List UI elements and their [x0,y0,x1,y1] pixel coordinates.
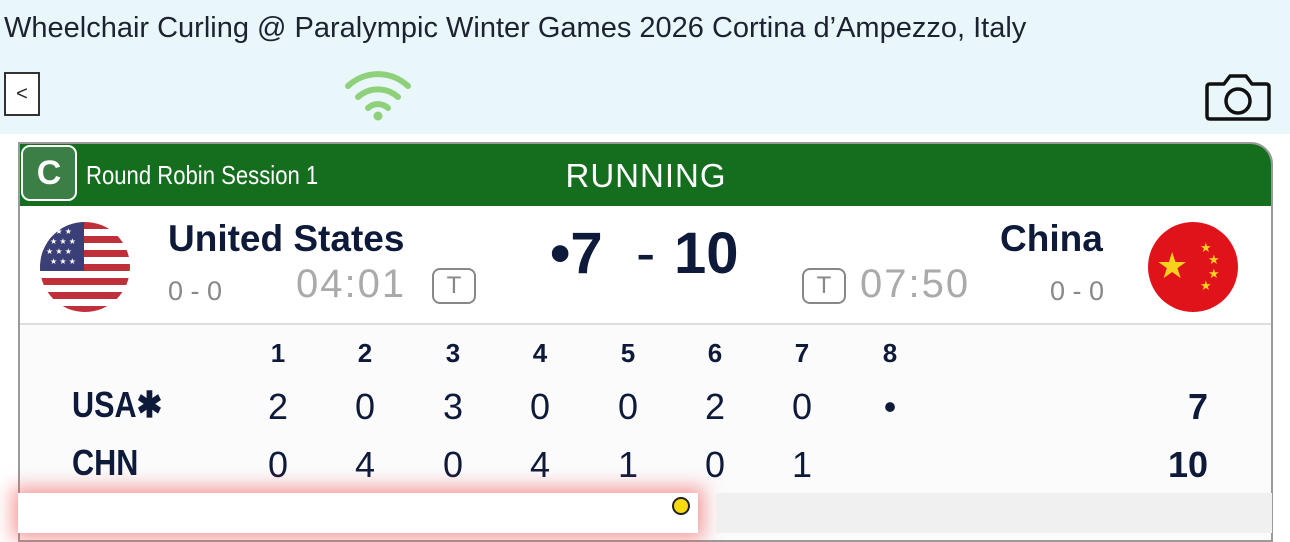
end-score: 0 [791,386,813,427]
end-header: 5 [620,338,636,368]
end-score: 0 [267,444,289,485]
end-header: 8 [882,338,898,368]
bottom-panel-left [18,493,698,533]
game-card: C Round Robin Session 1 RUNNING ★ ★ ★ ★ ★… [18,142,1273,542]
svg-text:★: ★ [1200,278,1212,293]
svg-text:★ ★ ★: ★ ★ ★ [46,227,72,236]
end-score: 0 [529,386,551,427]
teams-row: ★ ★ ★ ★ ★ ★ ★ ★ ★ ★ ★ ★ United States 0 - 0… [20,206,1271,325]
svg-text:★ ★ ★: ★ ★ ★ [46,247,72,256]
end-score: 1 [791,444,813,485]
home-record: 0 - 0 [168,276,223,306]
away-score: 10 [674,221,739,286]
linescore-team: CHN [72,442,139,483]
away-clock: 07:50 [860,262,971,306]
end-score: 1 [617,444,639,485]
svg-text:★ ★ ★: ★ ★ ★ [50,257,76,266]
game-status: RUNNING [565,157,727,194]
home-clock: 04:01 [296,262,407,306]
end-score: 2 [704,386,726,427]
usa-flag-icon: ★ ★ ★★ ★ ★★ ★ ★★ ★ ★ [40,222,130,312]
away-timeout-button[interactable]: T [802,268,846,304]
end-header: 1 [270,338,286,368]
home-team-name: United States [168,218,405,259]
svg-text:★: ★ [1156,245,1188,286]
end-score: 0 [704,444,726,485]
linescore-team: USA✱ [72,384,163,425]
stone-indicator-icon [672,497,690,515]
end-header: 3 [445,338,461,368]
game-header: C Round Robin Session 1 RUNNING [20,144,1271,206]
app-title: Wheelchair Curling @ Paralympic Winter G… [4,12,1027,44]
home-score: •7 [550,221,603,286]
svg-text:★: ★ [1208,252,1220,267]
away-team-name: China [1000,218,1103,259]
score-separator: - [636,221,656,286]
wifi-icon [345,71,411,121]
linescore-total: 7 [1187,386,1208,427]
camera-icon[interactable] [1204,72,1272,122]
end-score: 0 [442,444,464,485]
svg-text:★: ★ [1200,240,1212,255]
svg-text:★ ★ ★: ★ ★ ★ [50,237,76,246]
china-flag-icon: ★ ★★★★ [1148,222,1238,312]
bottom-panel-right [716,493,1272,533]
end-score: 0 [354,386,376,427]
top-bar: Wheelchair Curling @ Paralympic Winter G… [0,0,1290,134]
end-header: 6 [707,338,723,368]
session-label: Round Robin Session 1 [86,160,319,190]
hammer-indicator: • [550,221,571,286]
end-score: 3 [442,386,464,427]
end-header: 7 [794,338,810,368]
back-button[interactable]: < [4,72,40,116]
end-score: 0 [617,386,639,427]
away-record: 0 - 0 [1050,276,1105,306]
end-score: 2 [267,386,289,427]
end-score: 4 [529,444,551,485]
end-header: 4 [532,338,548,368]
end-score: • [883,386,897,427]
sheet-badge: C [21,145,77,201]
home-timeout-button[interactable]: T [432,268,476,304]
end-score: 4 [354,444,376,485]
end-header: 2 [357,338,373,368]
linescore-total: 10 [1167,444,1208,485]
svg-text:★: ★ [1208,266,1220,281]
